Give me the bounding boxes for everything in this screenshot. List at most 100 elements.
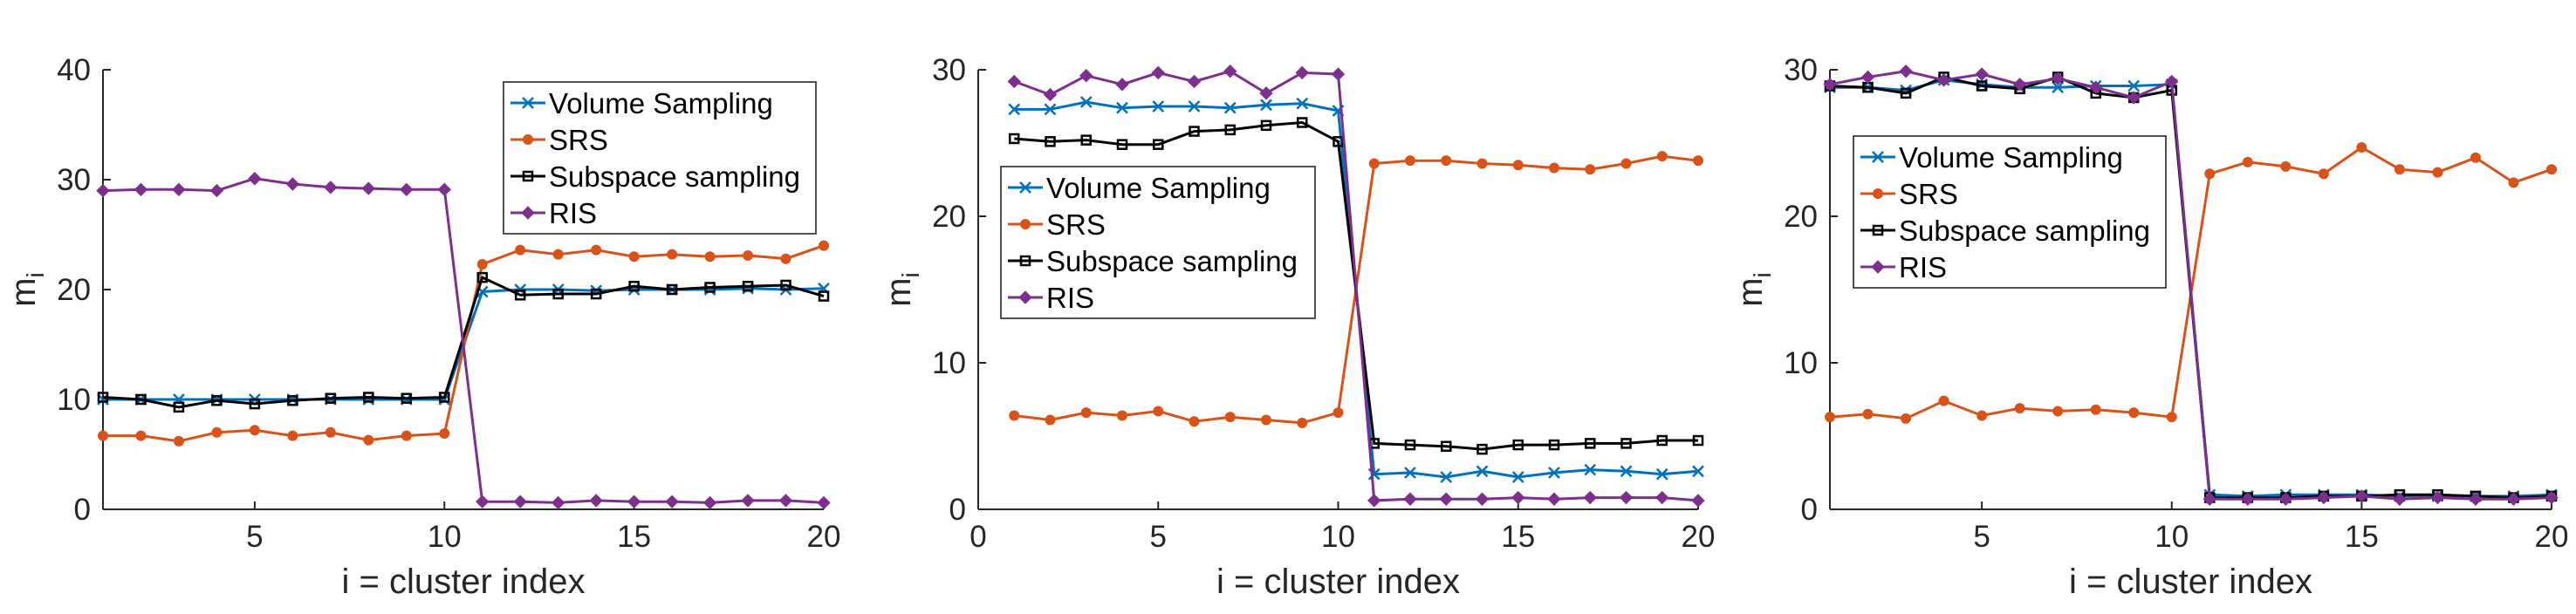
data-point-marker (1333, 136, 1344, 147)
data-point-marker (1044, 103, 1057, 116)
data-point-marker (1656, 151, 1668, 162)
data-point-marker (2394, 164, 2405, 175)
data-point-marker (324, 181, 338, 194)
data-point-marker (817, 495, 831, 510)
data-point-marker (665, 495, 679, 508)
data-point-marker (2545, 490, 2559, 505)
data-point-marker (1692, 434, 1704, 447)
data-point-marker (2165, 74, 2179, 89)
data-point-marker (287, 395, 298, 406)
data-point-marker (1899, 64, 1913, 78)
data-point-marker (98, 430, 108, 441)
data-point-marker (211, 426, 223, 438)
data-point-marker (1116, 139, 1128, 150)
data-point-marker (627, 495, 641, 508)
data-point-marker (2128, 407, 2140, 419)
x-tick-label: 20 (2535, 520, 2569, 554)
data-point-marker (1368, 158, 1380, 169)
data-point-marker (1440, 471, 1453, 483)
data-point-marker (2242, 156, 2253, 167)
y-tick-label: 10 (1784, 346, 1818, 380)
data-point-marker (287, 430, 298, 441)
data-point-marker (2088, 80, 2103, 94)
data-point-marker (1862, 408, 1874, 420)
chart-panel-3: 0 10 20 30 5 10 15 20 i = cluster index mi Volume … (1731, 53, 2568, 601)
legend-label: Volume Sampling (1899, 141, 2123, 174)
data-point-marker (1512, 160, 1524, 171)
data-point-marker (1020, 219, 1031, 229)
data-point-marker (780, 253, 791, 264)
data-point-marker (2508, 177, 2519, 188)
data-point-marker (1297, 117, 1308, 128)
data-point-marker (1297, 417, 1308, 428)
y-tick-label: 20 (932, 200, 966, 234)
data-point-marker (552, 249, 564, 260)
data-point-marker (1079, 69, 1093, 83)
legend-item: Subspace sampling (510, 160, 800, 193)
y-tick-label: 20 (1784, 200, 1818, 234)
data-point-marker (1691, 494, 1705, 508)
data-point-marker (1115, 78, 1129, 92)
legend-item: RIS (1860, 251, 1947, 283)
data-point-marker (401, 392, 413, 404)
data-point-marker (1079, 96, 1093, 108)
series-ris (1007, 64, 1705, 508)
data-point-marker (1117, 410, 1127, 421)
legend-item: Volume Sampling (1860, 141, 2123, 174)
data-point-marker (1043, 87, 1058, 102)
y-tick-label: 30 (932, 53, 966, 87)
data-point-marker (1692, 465, 1704, 478)
data-point-marker (666, 283, 678, 296)
data-point-marker (1260, 99, 1272, 112)
chart-panel-1: 0 10 20 30 40 5 10 15 20 i = cluster index mi Volum… (4, 53, 840, 601)
data-point-marker (1475, 492, 1490, 506)
legend-box (503, 81, 817, 235)
data-point-marker (2318, 168, 2329, 180)
data-point-marker (1333, 407, 1344, 419)
data-point-marker (172, 182, 186, 197)
data-point-marker (1872, 151, 1884, 163)
y-tick-label: 10 (932, 346, 966, 380)
data-point-marker (551, 495, 565, 510)
data-point-marker (1009, 133, 1020, 145)
x-tick-label: 10 (2155, 520, 2189, 554)
data-point-marker (1404, 439, 1416, 451)
y-axis-title-subscript: i (1749, 272, 1776, 277)
legend-label: Subspace sampling (549, 160, 800, 193)
x-tick-label: 0 (969, 520, 986, 554)
data-point-marker (2241, 492, 2255, 506)
data-point-marker (2012, 78, 2027, 92)
data-point-marker (1116, 101, 1128, 114)
data-point-marker (363, 392, 374, 403)
data-point-marker (363, 434, 374, 446)
y-tick-label: 0 (949, 493, 966, 527)
data-point-marker (2546, 164, 2557, 175)
data-point-marker (1825, 412, 1835, 423)
data-point-marker (1655, 490, 1669, 505)
legend-label: Volume Sampling (549, 87, 773, 119)
data-point-marker (1441, 440, 1452, 453)
series-ris (96, 172, 831, 510)
data-point-marker (1153, 406, 1164, 417)
data-point-marker (1620, 158, 1632, 169)
legend: Volume Sampling SRS Subspace sampling RIS (503, 81, 817, 235)
data-point-marker (135, 393, 147, 406)
y-axis-title-main: m (1731, 277, 1770, 306)
data-point-marker (2278, 492, 2293, 506)
data-point-marker (1009, 410, 1020, 421)
data-point-marker (173, 401, 185, 413)
data-point-marker (400, 182, 414, 197)
x-tick-label: 5 (1973, 520, 1990, 554)
data-point-marker (515, 244, 526, 256)
data-point-marker (2356, 142, 2367, 154)
x-axis-title: i = cluster index (1216, 563, 1460, 601)
data-point-marker (1080, 134, 1092, 146)
data-point-marker (249, 398, 261, 410)
legend-label: SRS (1899, 178, 1958, 210)
data-point-marker (1080, 407, 1092, 419)
data-point-marker (1189, 416, 1200, 427)
data-point-marker (1511, 471, 1524, 483)
legend-item: RIS (1008, 282, 1094, 314)
data-point-marker (437, 182, 451, 197)
data-point-marker (1018, 290, 1032, 304)
